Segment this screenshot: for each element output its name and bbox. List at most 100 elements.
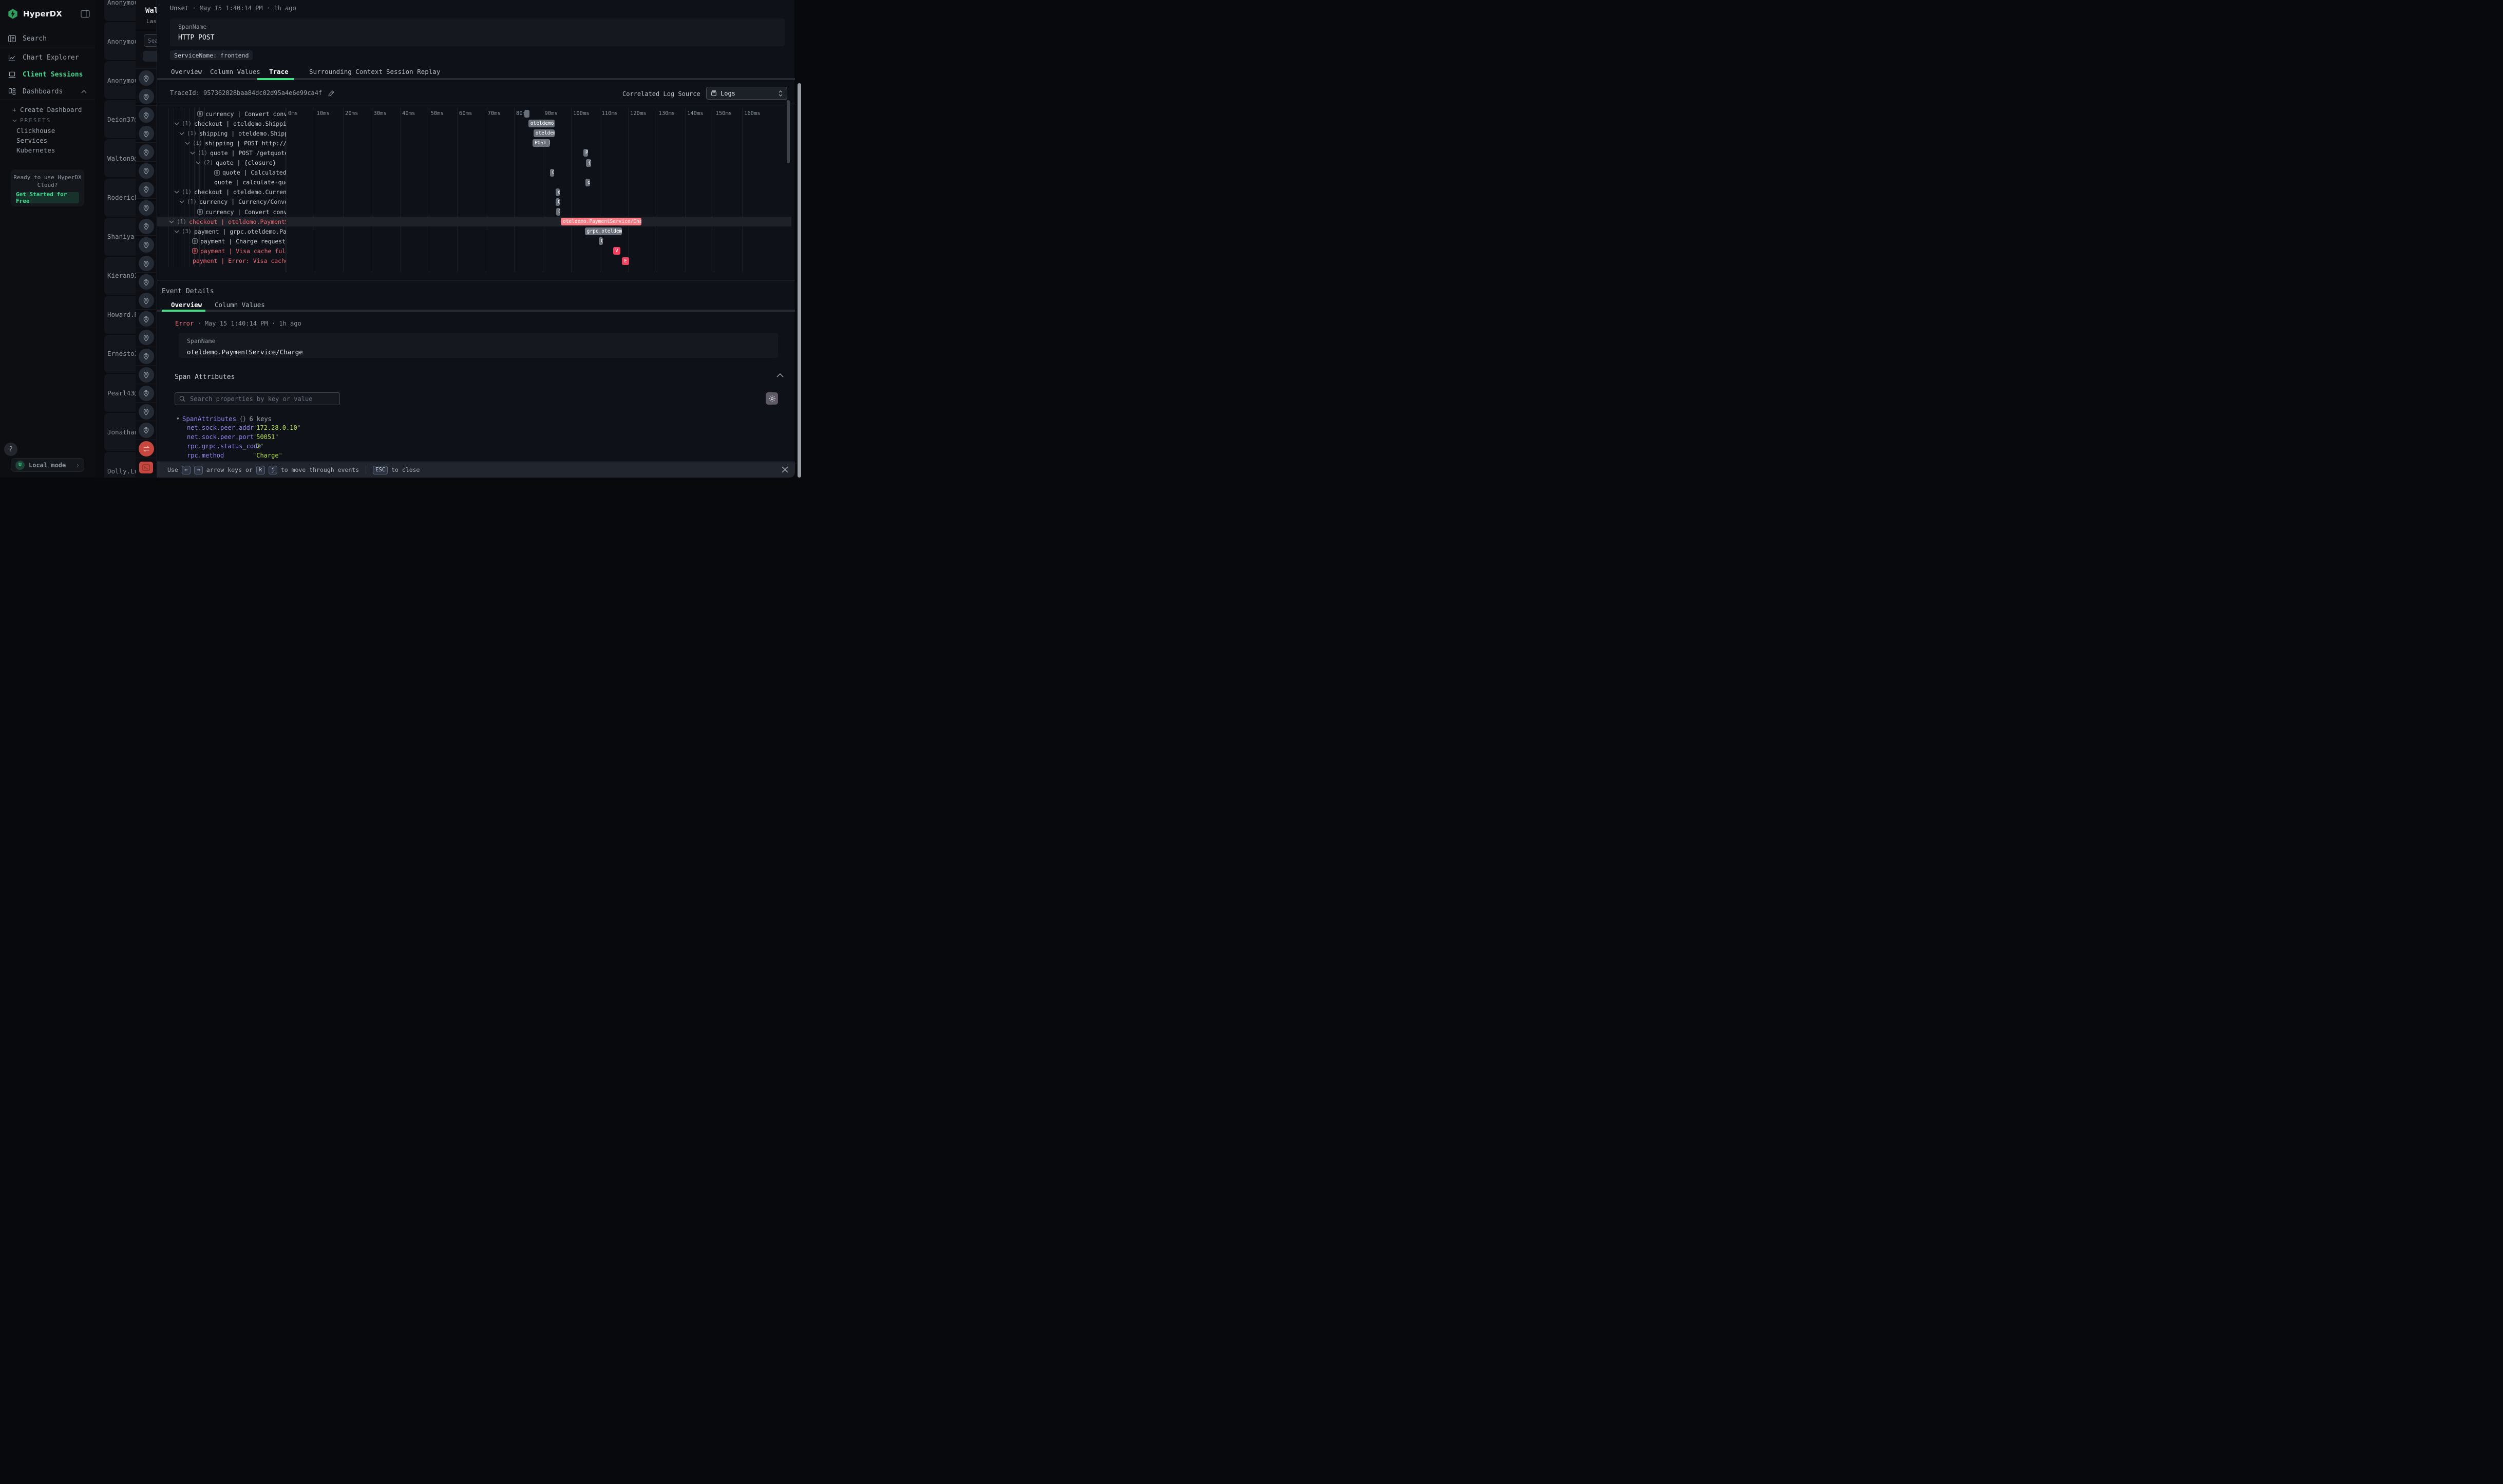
waterfall-scrollbar[interactable] [787,100,790,163]
trace-span-row[interactable]: (2)quote | {closure}{ [157,158,791,168]
create-dashboard-button[interactable]: + Create Dashboard [12,106,82,113]
span-duration-bar[interactable]: C [556,208,560,216]
session-search-input[interactable]: Search [144,34,157,47]
span-duration-bar[interactable]: { [586,159,591,167]
trace-span-row[interactable]: currency | Convert convers… [157,109,791,119]
sidebar-item-dashboards[interactable]: Dashboards [0,84,95,99]
session-list-item[interactable]: Dolly.Lubo [104,452,136,478]
attributes-search-input[interactable] [189,395,335,403]
location-pin-button[interactable] [139,311,154,327]
location-pin-button[interactable] [139,349,154,364]
session-list-item[interactable]: Anonymous [104,0,136,21]
chevron-down-icon[interactable] [169,220,174,223]
chevron-down-icon[interactable] [179,200,184,203]
span-duration-bar[interactable]: grpc.oteldemo. [585,227,622,235]
page-scrollbar[interactable] [798,83,801,478]
edit-pencil-icon[interactable] [328,90,335,97]
session-list-item[interactable]: Howard.Run [104,296,136,334]
preset-item-clickhouse[interactable]: Clickhouse [16,127,55,135]
local-mode-button[interactable]: U Local mode › [11,458,84,472]
close-icon[interactable] [781,466,789,473]
session-list-item[interactable]: Walton9@ho [104,139,136,177]
span-duration-bar[interactable]: o [556,188,560,196]
chevron-down-icon[interactable] [196,161,201,164]
location-pin-button[interactable] [139,423,154,438]
session-list-item[interactable]: Pearl43@ho [104,374,136,412]
tab-column-values[interactable]: Column Values [210,68,260,75]
trace-span-row[interactable]: (1)shipping | POST http://quo…POST ht [157,138,791,148]
location-pin-button[interactable] [139,274,154,290]
trace-span-row[interactable]: (1)shipping | oteldemo.Shipping…oteldemo [157,128,791,138]
location-pin-button[interactable] [139,163,154,179]
help-button[interactable]: ? [4,443,17,456]
trace-span-row[interactable]: quote | calculate-quotec [157,178,791,187]
location-pin-button[interactable] [139,330,154,345]
location-pin-button[interactable] [139,107,154,123]
tab-overview[interactable]: Overview [171,68,202,75]
session-list-item[interactable]: Anonymous [104,22,136,60]
location-pin-button[interactable] [139,404,154,420]
session-list-item[interactable]: Deion37@gm [104,100,136,138]
trace-span-row[interactable]: (1)checkout | oteldemo.PaymentServi…otel… [157,217,791,226]
trace-span-row[interactable]: (1)quote | POST /getquoteP [157,148,791,158]
session-filter-button[interactable]: H [143,51,157,62]
session-list-item[interactable]: Shaniya.Sc [104,218,136,256]
chevron-down-icon[interactable] [174,122,179,125]
session-list-item[interactable]: Ernesto33@ [104,335,136,373]
location-pin-button[interactable] [139,293,154,308]
tab-surrounding-context[interactable]: Surrounding Context [309,68,383,75]
gear-icon[interactable] [766,392,778,405]
get-started-button[interactable]: Get Started for Free [16,192,79,203]
span-duration-bar[interactable]: C [556,198,560,206]
preset-item-services[interactable]: Services [16,137,47,144]
chevron-down-icon[interactable] [174,230,179,233]
session-list-item[interactable]: Anonymous [104,61,136,99]
span-duration-bar[interactable]: C [599,237,603,245]
attributes-root-toggle[interactable]: ▼ SpanAttributes {} 6 keys [177,415,272,423]
error-swap-button[interactable] [139,441,154,456]
trace-span-row[interactable]: (1)checkout | oteldemo.CurrencySe…o [157,187,791,197]
session-list-item[interactable]: Jonathan.B [104,413,136,451]
location-pin-button[interactable] [139,219,154,234]
trace-span-row[interactable]: payment | Visa cache full: c…V [157,246,791,256]
sidebar-collapse-icon[interactable] [81,10,90,18]
tab-overview[interactable]: Overview [171,301,202,309]
trace-span-row[interactable]: (1)checkout | oteldemo.ShippingSe…otelde… [157,119,791,128]
location-pin-button[interactable] [139,70,154,86]
location-pin-button[interactable] [139,367,154,383]
location-pin-button[interactable] [139,200,154,216]
span-duration-bar[interactable]: C [550,169,554,177]
sidebar-item-client-sessions[interactable]: Client Sessions [0,67,95,82]
location-pin-button[interactable] [139,144,154,160]
chevron-down-icon[interactable] [179,132,184,135]
span-duration-bar[interactable]: POST ht [533,139,550,147]
trace-span-row[interactable]: currency | Convert convers…C [157,207,791,217]
session-list-item[interactable]: Roderick_S [104,179,136,217]
span-duration-bar[interactable]: oteldemo.PaymentService/Char [561,218,641,225]
location-pin-button[interactable] [139,256,154,271]
trace-span-row[interactable]: quote | Calculated q…C [157,168,791,178]
session-list-item[interactable]: Kieran92@h [104,257,136,295]
error-terminal-button[interactable] [139,462,153,473]
span-duration-bar[interactable]: V [613,247,620,255]
correlated-log-source-select[interactable]: Logs [706,87,787,100]
tab-session-replay[interactable]: Session Replay [386,68,440,75]
collapse-chevron-icon[interactable] [776,373,784,377]
span-duration-bar[interactable]: oteldemo. [528,120,555,127]
preset-item-kubernetes[interactable]: Kubernetes [16,146,55,154]
span-duration-bar[interactable]: E [622,257,629,265]
trace-span-row[interactable]: payment | Error: Visa cache ful…E [157,256,791,266]
span-duration-bar[interactable] [524,110,529,118]
span-duration-bar[interactable]: P [583,149,588,157]
tab-trace[interactable]: Trace [269,68,289,75]
location-pin-button[interactable] [139,89,154,104]
trace-span-row[interactable]: payment | Charge request rec…C [157,236,791,246]
location-pin-button[interactable] [139,126,154,141]
location-pin-button[interactable] [139,386,154,401]
sidebar-item-chart-explorer[interactable]: Chart Explorer [0,50,95,65]
span-duration-bar[interactable]: oteldemo [534,129,555,137]
chevron-down-icon[interactable] [174,191,179,194]
span-duration-bar[interactable]: c [585,179,590,186]
service-name-chip[interactable]: ServiceName: frontend [170,50,253,60]
sidebar-item-search[interactable]: Search [0,31,95,46]
